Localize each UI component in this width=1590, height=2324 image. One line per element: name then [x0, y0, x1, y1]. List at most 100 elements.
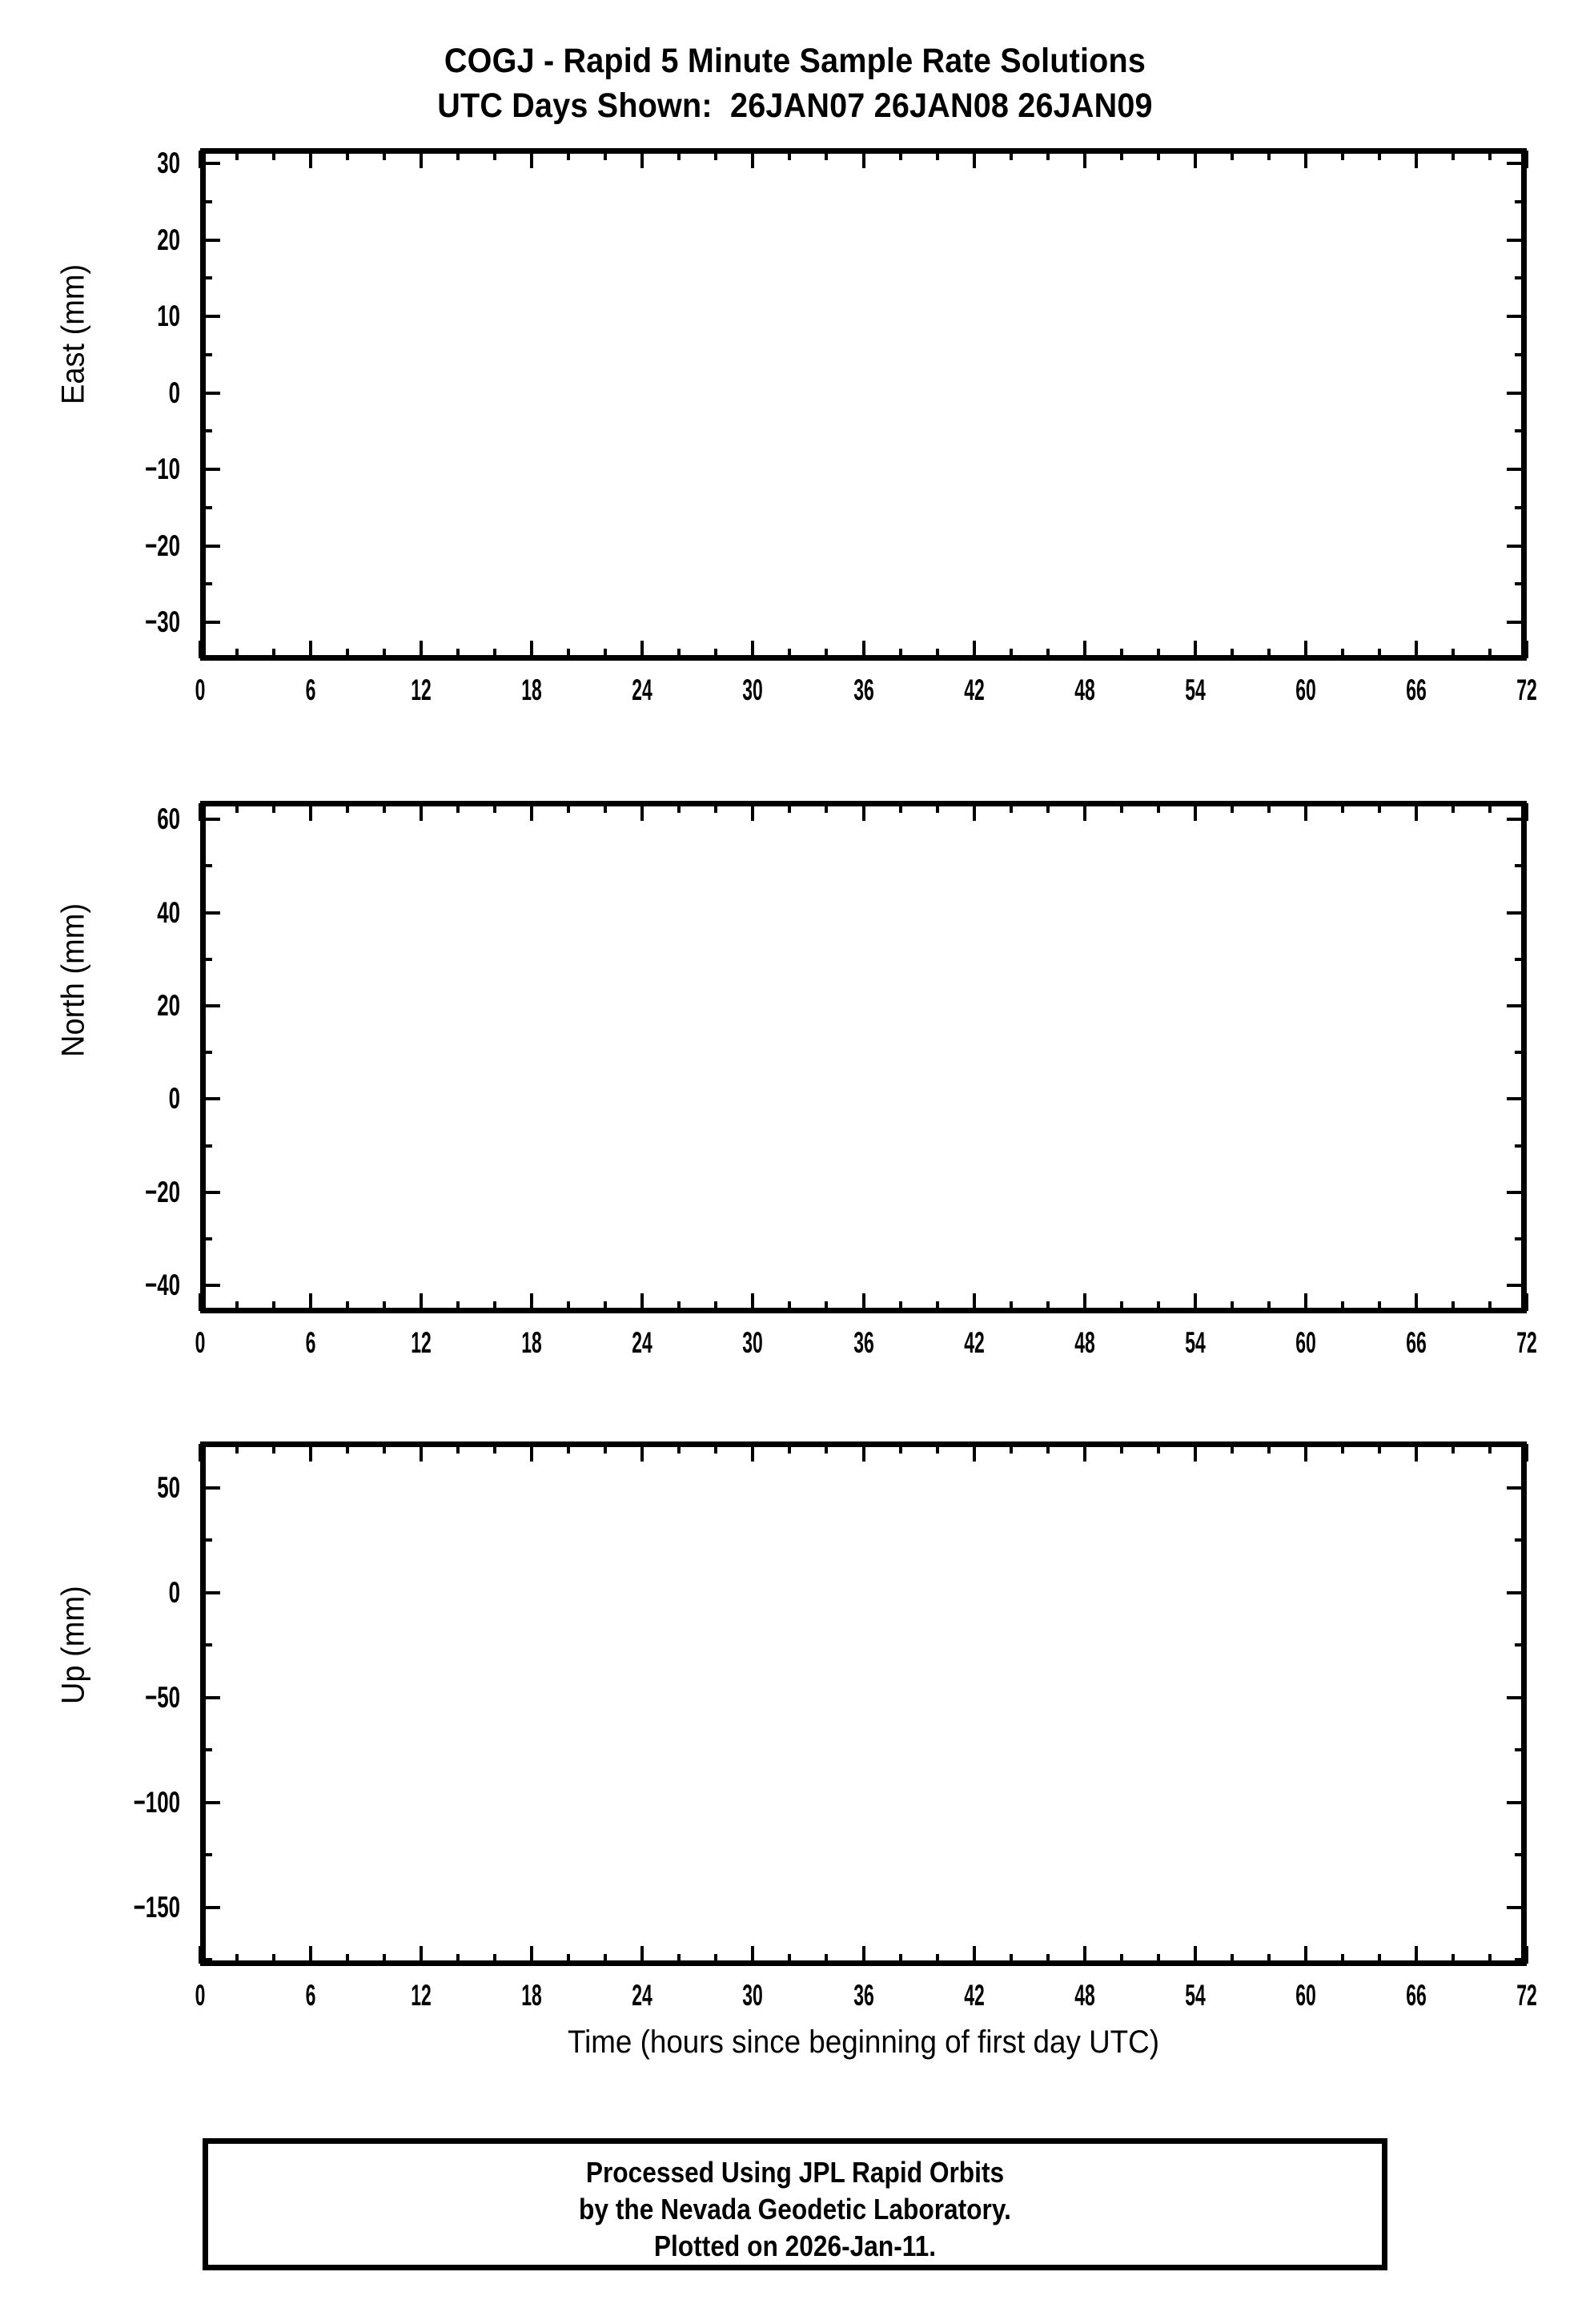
y-tick-major	[1507, 621, 1524, 625]
x-tick-minor-top	[456, 803, 460, 813]
y-tick-label: 0	[168, 1575, 180, 1609]
y-tick-major	[1507, 818, 1524, 822]
x-tick-minor	[898, 649, 902, 658]
x-tick-minor	[1156, 1954, 1160, 1964]
x-tick-major-top	[861, 151, 865, 168]
y-tick-major	[203, 1905, 220, 1909]
y-tick-major	[1507, 391, 1524, 395]
x-tick-minor-top	[1156, 1444, 1160, 1454]
x-tick-minor	[235, 1301, 239, 1311]
x-tick-minor-top	[272, 151, 276, 160]
x-tick-minor-top	[1046, 803, 1050, 813]
x-tick-major	[1525, 1946, 1528, 1964]
x-tick-major	[420, 1293, 424, 1311]
x-tick-minor-top	[272, 803, 276, 813]
x-tick-minor	[788, 649, 792, 658]
x-tick-major-top	[972, 1444, 976, 1462]
x-tick-minor	[1119, 1301, 1123, 1311]
x-tick-label: 48	[1074, 673, 1095, 706]
y-tick-major	[203, 468, 220, 472]
x-tick-label: 24	[632, 1326, 653, 1359]
x-tick-major-top	[199, 151, 202, 168]
x-tick-label: 72	[1516, 1326, 1537, 1359]
y-tick-minor	[1515, 1236, 1524, 1240]
x-tick-minor	[346, 1301, 350, 1311]
y-tick-major	[1507, 1486, 1524, 1490]
panel-up	[200, 1441, 1527, 1966]
x-tick-label: 48	[1074, 1979, 1095, 2012]
x-tick-minor	[1377, 649, 1381, 658]
y-tick-minor	[203, 1236, 212, 1240]
y-tick-major	[203, 238, 220, 242]
x-tick-major-top	[420, 1444, 424, 1462]
x-tick-minor	[604, 649, 608, 658]
x-tick-minor-top	[567, 803, 571, 813]
y-tick-major	[1507, 1905, 1524, 1909]
x-tick-minor-top	[788, 151, 792, 160]
x-tick-label: 0	[195, 673, 206, 706]
x-tick-minor-top	[1156, 151, 1160, 160]
x-tick-major-top	[1303, 151, 1307, 168]
x-tick-minor	[1488, 1301, 1492, 1311]
y-tick-major	[203, 162, 220, 166]
y-tick-major	[203, 544, 220, 548]
x-tick-minor	[1340, 1301, 1344, 1311]
x-tick-label: 12	[411, 673, 432, 706]
y-tick-label: 20	[157, 989, 180, 1022]
x-tick-minor-top	[456, 1444, 460, 1454]
x-tick-minor	[935, 1301, 939, 1311]
x-tick-minor-top	[1451, 151, 1455, 160]
x-tick-major-top	[1193, 803, 1197, 821]
x-tick-minor-top	[493, 1444, 497, 1454]
y-tick-label: −20	[145, 529, 180, 562]
y-tick-label: 10	[157, 300, 180, 333]
x-tick-minor-top	[1340, 1444, 1344, 1454]
y-tick-minor	[203, 957, 212, 961]
x-tick-label: 36	[853, 1979, 874, 2012]
y-tick-major	[203, 1590, 220, 1594]
y-tick-minor	[203, 276, 212, 280]
x-tick-label: 60	[1295, 1326, 1316, 1359]
y-tick-major	[1507, 1284, 1524, 1288]
title-line-1: COGJ - Rapid 5 Minute Sample Rate Soluti…	[444, 42, 1146, 80]
x-tick-major	[199, 1946, 202, 1964]
y-tick-major	[203, 1486, 220, 1490]
x-tick-minor	[272, 649, 276, 658]
x-tick-major	[199, 641, 202, 658]
x-tick-major	[1525, 641, 1528, 658]
x-tick-major	[972, 641, 976, 658]
y-tick-major	[203, 818, 220, 822]
x-tick-minor-top	[1340, 151, 1344, 160]
x-tick-minor-top	[898, 803, 902, 813]
x-tick-minor	[1451, 1301, 1455, 1311]
x-tick-minor-top	[1009, 803, 1013, 813]
chart-title: COGJ - Rapid 5 Minute Sample Rate Soluti…	[0, 38, 1590, 128]
x-tick-major	[309, 1946, 313, 1964]
x-tick-label: 66	[1406, 1979, 1427, 2012]
x-tick-major-top	[1082, 151, 1086, 168]
plot-frame-up	[200, 1441, 1527, 1966]
y-tick-minor	[1515, 429, 1524, 433]
x-tick-minor	[1488, 1954, 1492, 1964]
x-tick-major-top	[640, 803, 644, 821]
x-tick-label: 54	[1184, 673, 1206, 706]
x-tick-major	[640, 1946, 644, 1964]
y-tick-major	[203, 1800, 220, 1804]
x-tick-minor	[567, 1301, 571, 1311]
x-tick-label: 30	[742, 673, 764, 706]
y-tick-minor	[1515, 1144, 1524, 1148]
x-tick-minor	[1340, 649, 1344, 658]
x-tick-major-top	[1193, 1444, 1197, 1462]
x-tick-major	[1303, 641, 1307, 658]
y-tick-minor	[203, 1051, 212, 1055]
x-tick-minor	[1119, 1954, 1123, 1964]
x-tick-major-top	[1082, 1444, 1086, 1462]
y-tick-label: −100	[133, 1785, 180, 1819]
x-tick-major	[1193, 1946, 1197, 1964]
x-tick-label: 0	[195, 1326, 206, 1359]
x-tick-minor-top	[1046, 1444, 1050, 1454]
x-tick-major-top	[972, 803, 976, 821]
x-tick-major	[530, 641, 534, 658]
x-tick-minor	[493, 1954, 497, 1964]
x-tick-minor-top	[1267, 1444, 1271, 1454]
